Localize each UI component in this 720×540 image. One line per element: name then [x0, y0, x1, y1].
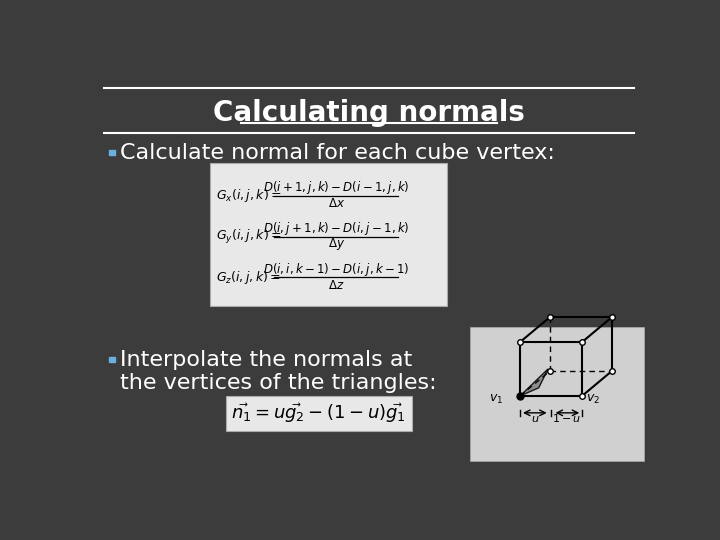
Text: $\vec{n_1} = u\vec{g_2} - (1-u)\vec{g_1}$: $\vec{n_1} = u\vec{g_2} - (1-u)\vec{g_1}… [231, 401, 406, 425]
Text: $u$: $u$ [531, 414, 540, 424]
Text: $G_y(i, j, k) =$: $G_y(i, j, k) =$ [216, 227, 282, 246]
Text: $D(i, i, k-1) - D(i, j, k-1)$: $D(i, i, k-1) - D(i, j, k-1)$ [264, 261, 410, 278]
Text: $1 - u$: $1 - u$ [552, 412, 581, 424]
Text: $G_x(i, j, k) =$: $G_x(i, j, k) =$ [216, 187, 282, 204]
Polygon shape [520, 369, 548, 396]
Text: $v_1$: $v_1$ [489, 393, 503, 406]
Bar [225, 396, 412, 430]
Bar [210, 164, 446, 306]
Bar [469, 327, 644, 461]
Text: $D(i+1, j, k) - D(i-1, j, k)$: $D(i+1, j, k) - D(i-1, j, k)$ [264, 179, 410, 197]
Text: $G_z(i, j, k) =$: $G_z(i, j, k) =$ [216, 269, 282, 286]
Text: Interpolate the normals at: Interpolate the normals at [120, 350, 413, 370]
Text: $v_2$: $v_2$ [586, 393, 600, 406]
Bar [109, 356, 114, 362]
Text: Calculate normal for each cube vertex:: Calculate normal for each cube vertex: [120, 143, 555, 163]
Bar [109, 150, 114, 155]
Text: $D(i, j+1, k) - D(i, j-1, k)$: $D(i, j+1, k) - D(i, j-1, k)$ [264, 220, 410, 237]
Text: $\Delta z$: $\Delta z$ [328, 279, 345, 292]
Text: $\Delta y$: $\Delta y$ [328, 236, 345, 252]
Text: the vertices of the triangles:: the vertices of the triangles: [120, 373, 437, 393]
Text: Calculating normals: Calculating normals [213, 98, 525, 126]
Text: $\Delta x$: $\Delta x$ [328, 197, 345, 210]
